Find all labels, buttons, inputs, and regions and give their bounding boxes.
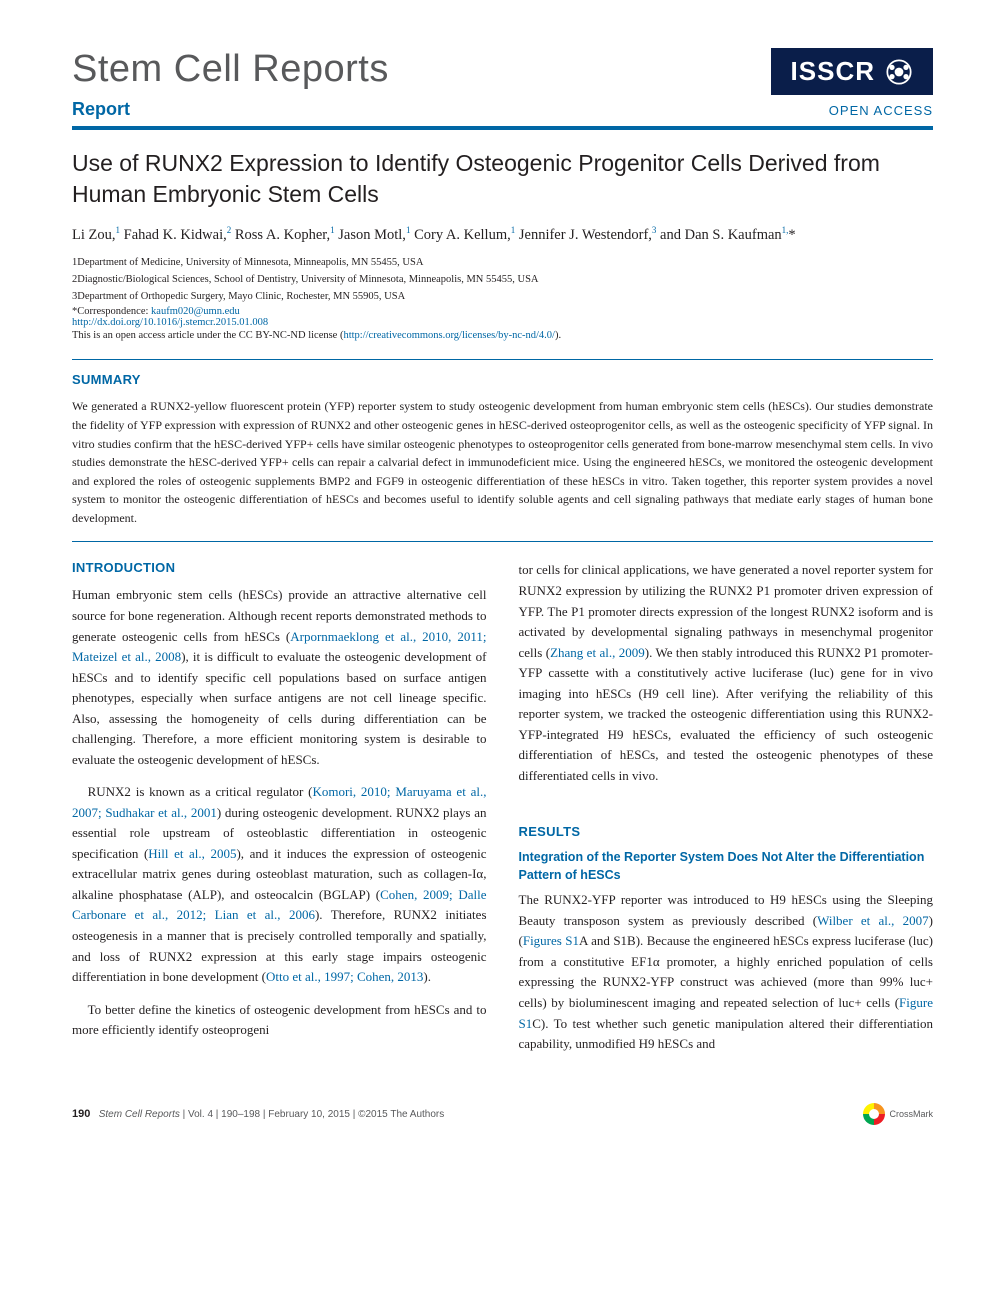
intro-p2-e: ).: [423, 969, 431, 984]
crossmark-label: CrossMark: [889, 1109, 933, 1119]
doi-line: http://dx.doi.org/10.1016/j.stemcr.2015.…: [72, 317, 933, 328]
footer-vol: | Vol. 4 | 190–198 | February 10, 2015 |…: [180, 1109, 444, 1120]
page-footer: 190 Stem Cell Reports | Vol. 4 | 190–198…: [72, 1103, 933, 1125]
report-row: Report OPEN ACCESS: [72, 99, 933, 126]
summary-heading: SUMMARY: [72, 372, 933, 387]
isscr-logo-icon: [885, 58, 913, 86]
affiliation-3: 3Department of Orthopedic Surgery, Mayo …: [72, 289, 933, 304]
pre-summary-rule: [72, 359, 933, 360]
right-column: tor cells for clinical applications, we …: [519, 560, 934, 1066]
intro-paragraph-2: RUNX2 is known as a critical regulator (…: [72, 782, 487, 987]
affiliation-1: 1Department of Medicine, University of M…: [72, 255, 933, 270]
intro-p2-ref4[interactable]: Otto et al., 1997; Cohen, 2013: [266, 969, 423, 984]
summary-paragraph: We generated a RUNX2-yellow fluorescent …: [72, 397, 933, 527]
license-suffix: ).: [555, 330, 561, 341]
footer-left: 190 Stem Cell Reports | Vol. 4 | 190–198…: [72, 1108, 444, 1120]
correspondence-line: *Correspondence: kaufm020@umn.edu: [72, 306, 933, 317]
left-column: INTRODUCTION Human embryonic stem cells …: [72, 560, 487, 1066]
affiliations-block: 1Department of Medicine, University of M…: [72, 255, 933, 305]
isscr-text: ISSCR: [791, 56, 875, 87]
doi-link[interactable]: http://dx.doi.org/10.1016/j.stemcr.2015.…: [72, 317, 268, 328]
crossmark-badge[interactable]: CrossMark: [863, 1103, 933, 1125]
col2-paragraph-1: tor cells for clinical applications, we …: [519, 560, 934, 786]
article-title: Use of RUNX2 Expression to Identify Oste…: [72, 148, 933, 210]
report-label: Report: [72, 99, 130, 126]
intro-p2-a: RUNX2 is known as a critical regulator (: [88, 784, 313, 799]
page-number: 190: [72, 1108, 90, 1120]
header-row: Stem Cell Reports ISSCR: [72, 48, 933, 95]
introduction-heading: INTRODUCTION: [72, 560, 487, 575]
results-p1-c: A and S1B). Because the engineered hESCs…: [519, 933, 934, 1010]
col2-p1-b: ). We then stably introduced this RUNX2 …: [519, 645, 934, 783]
license-link[interactable]: http://creativecommons.org/licenses/by-n…: [343, 330, 555, 341]
results-heading: RESULTS: [519, 824, 934, 839]
results-p1-ref2[interactable]: Figures S1: [523, 933, 579, 948]
results-p1-ref1[interactable]: Wilber et al., 2007: [817, 913, 929, 928]
license-prefix: This is an open access article under the…: [72, 330, 343, 341]
results-subheading-1: Integration of the Reporter System Does …: [519, 849, 934, 884]
journal-title: Stem Cell Reports: [72, 48, 389, 91]
correspondence-email-link[interactable]: kaufm020@umn.edu: [151, 306, 240, 317]
intro-p1-text-b: ), it is difficult to evaluate the osteo…: [72, 649, 487, 767]
correspondence-label: *Correspondence:: [72, 306, 151, 317]
post-summary-rule: [72, 541, 933, 542]
open-access-label: OPEN ACCESS: [829, 103, 933, 118]
spacer: [519, 798, 934, 824]
crossmark-icon: [863, 1103, 885, 1125]
license-line: This is an open access article under the…: [72, 330, 933, 341]
header-rule: [72, 126, 933, 130]
footer-journal: Stem Cell Reports: [99, 1109, 180, 1120]
affiliation-2: 2Diagnostic/Biological Sciences, School …: [72, 272, 933, 287]
col2-p1-ref1[interactable]: Zhang et al., 2009: [550, 645, 645, 660]
results-paragraph-1: The RUNX2-YFP reporter was introduced to…: [519, 890, 934, 1054]
authors-line: Li Zou,1 Fahad K. Kidwai,2 Ross A. Kophe…: [72, 224, 933, 247]
two-column-body: INTRODUCTION Human embryonic stem cells …: [72, 560, 933, 1066]
results-p1-d: C). To test whether such genetic manipul…: [519, 1016, 934, 1052]
intro-paragraph-1: Human embryonic stem cells (hESCs) provi…: [72, 585, 487, 770]
isscr-badge: ISSCR: [771, 48, 933, 95]
intro-p2-ref2[interactable]: Hill et al., 2005: [148, 846, 236, 861]
intro-paragraph-3: To better define the kinetics of osteoge…: [72, 1000, 487, 1041]
